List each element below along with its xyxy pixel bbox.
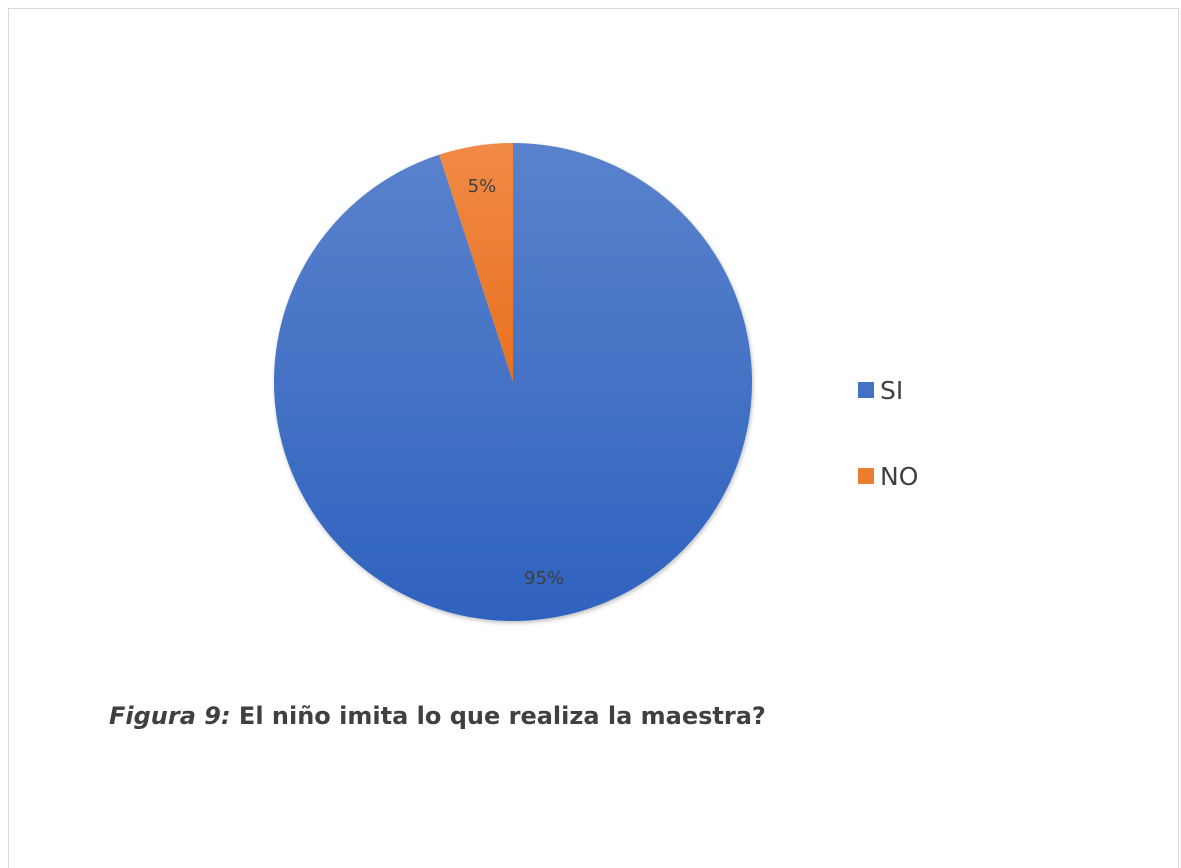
legend-swatch-si (858, 382, 874, 398)
figure-caption: Figura 9: El niño imita lo que realiza l… (109, 702, 766, 730)
caption-text: El niño imita lo que realiza la maestra? (230, 702, 766, 730)
pie-slice-no (439, 143, 513, 382)
figure-label: Figura 9: (109, 702, 231, 730)
legend-label-si: SI (880, 375, 904, 405)
pie-data-labels: 95% 5% (468, 176, 564, 589)
legend-swatch-no (858, 468, 874, 484)
data-label-si: 95% (524, 568, 564, 589)
pie-slices (274, 143, 752, 622)
legend-label-no: NO (880, 461, 919, 491)
pie-slice-si (274, 143, 752, 622)
legend-item-si: SI (858, 370, 918, 410)
data-label-no: 5% (468, 176, 497, 197)
legend: SI NO (858, 370, 918, 542)
legend-item-no: NO (858, 456, 918, 496)
